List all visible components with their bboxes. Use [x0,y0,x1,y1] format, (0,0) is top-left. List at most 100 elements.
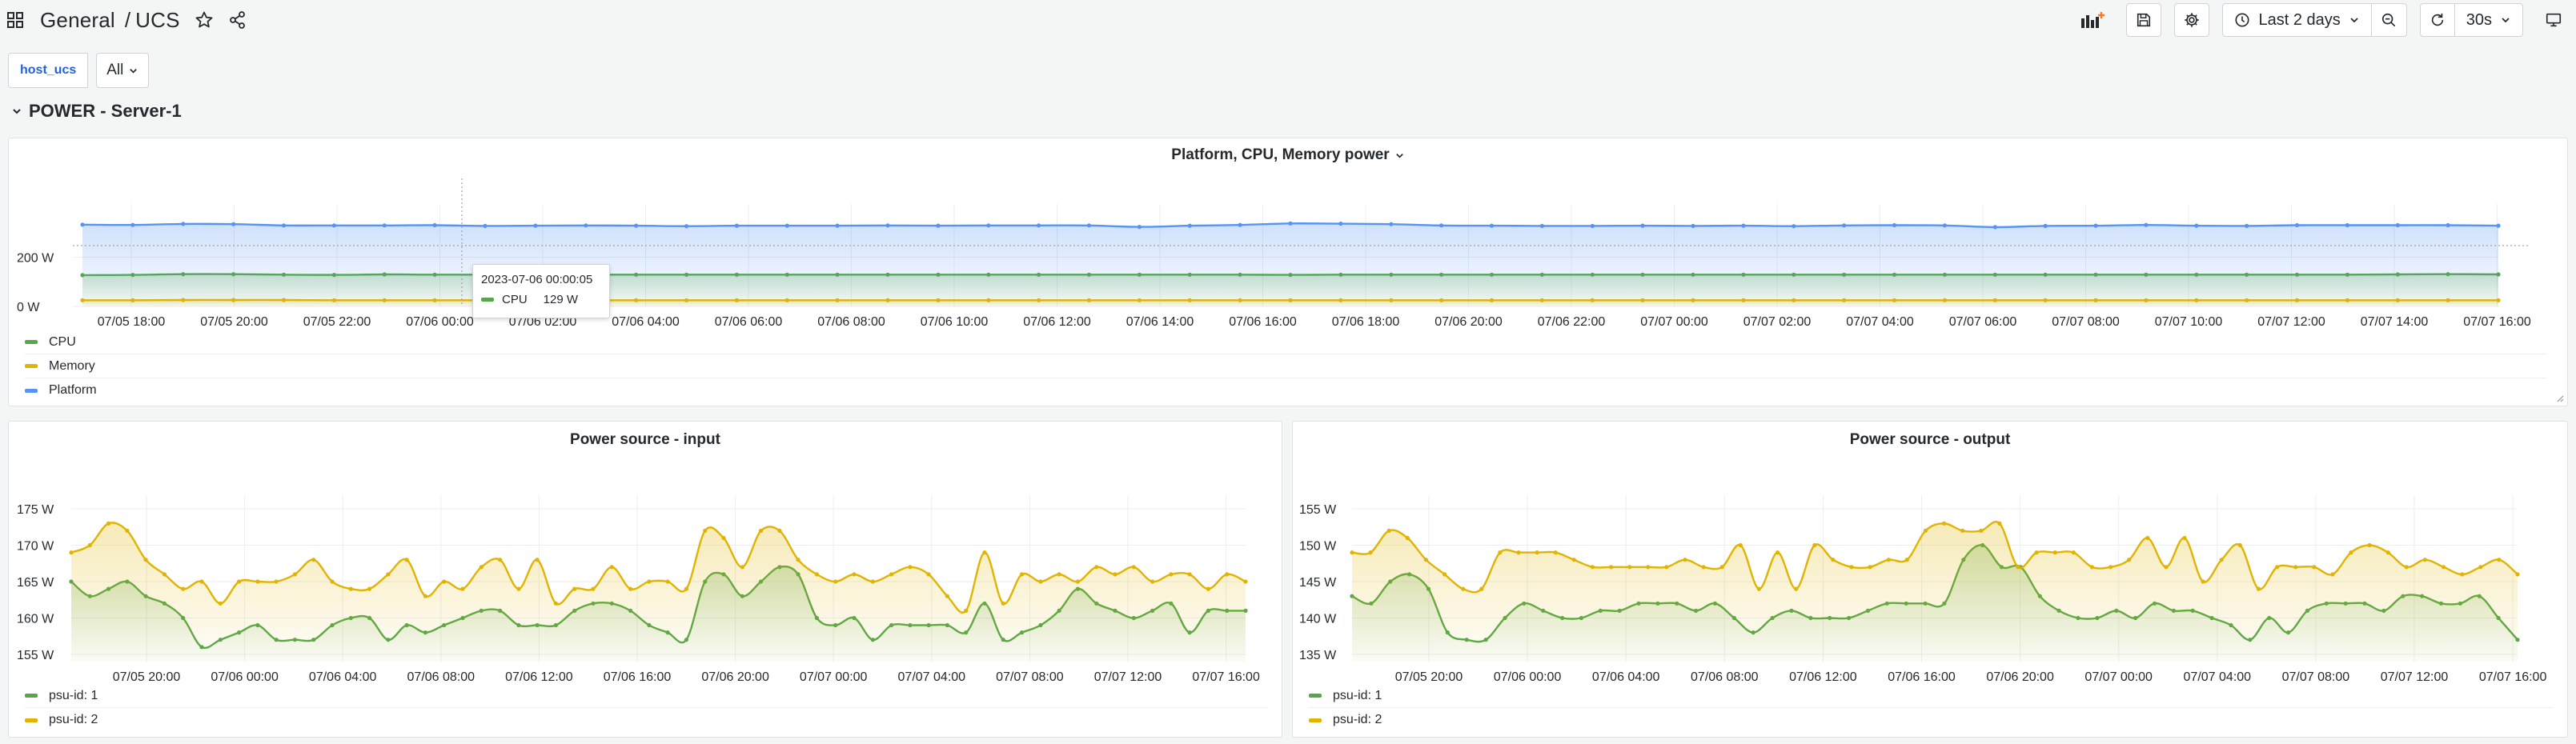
add-panel-icon [2081,12,2105,28]
x-tick-label: 07/06 06:00 [715,315,783,329]
dashboard-title[interactable]: UCS [135,7,180,32]
chart-platform-cpu-memory[interactable]: 200 W 0 W 07/05 18:00 07/05 20:00 07/05 22:0… [9,178,2569,370]
data-point [833,579,838,584]
dashboards-grid-icon[interactable] [6,11,24,29]
x-tick-label: 07/06 00:00 [211,670,279,684]
x-tick-label: 07/06 16:00 [604,670,672,684]
resize-handle-icon[interactable] [2556,394,2564,402]
data-point [1741,223,1746,228]
data-point [181,222,186,226]
data-point [1756,586,1761,591]
series-platform[interactable] [80,221,2501,306]
y-tick-label: 160 W [17,612,54,626]
series-psu-id-2[interactable] [69,521,1248,662]
data-point [483,223,488,228]
data-point [2089,565,2094,570]
legend-label: Memory [49,358,95,373]
x-tick-label: 07/06 10:00 [921,315,989,329]
x-tick-label: 07/07 12:00 [1094,670,1162,684]
x-tick-label: 07/07 08:00 [996,670,1064,684]
share-icon[interactable] [228,10,247,30]
x-tick-label: 07/07 12:00 [2381,670,2449,684]
data-point [2256,586,2261,591]
row-header[interactable]: POWER - Server-1 [11,101,182,122]
data-point [1960,528,1965,533]
panel-title[interactable]: Platform, CPU, Memory power [9,146,2567,164]
x-tick-label: 07/06 16:00 [1888,670,1956,684]
panel-title[interactable]: Power source - input [9,431,1282,449]
legend-item-psu1[interactable]: psu-id: 1 [1309,684,2553,708]
legend-item-memory[interactable]: Memory [25,354,2546,378]
legend-swatch [1309,694,1322,698]
x-tick-label: 07/06 02:00 [509,315,577,329]
y-tick-label: 170 W [17,540,54,554]
data-point [2182,535,2187,541]
data-point [2052,550,2057,555]
data-point [80,222,85,227]
series-psu-id-2[interactable] [1350,521,2520,662]
data-point [1719,565,1724,570]
legend-item-psu1[interactable]: psu-id: 1 [25,684,1267,708]
refresh-button[interactable] [2419,3,2455,37]
data-point [796,558,800,562]
data-point [1942,521,1947,526]
data-point [2245,223,2249,228]
data-point [889,572,894,577]
x-tick-label: 07/06 08:00 [817,315,885,329]
chart-power-source-input[interactable]: 175 W 170 W 165 W 160 W 155 W 07/05 20:00 07/0… [9,454,1283,702]
data-point [926,572,931,577]
add-panel-button[interactable] [2072,3,2113,37]
y-tick-label: 150 W [1299,540,1337,554]
variable-select-host[interactable]: All [96,53,150,88]
data-point [1169,572,1174,577]
save-dashboard-button[interactable] [2126,3,2162,37]
data-point [684,586,689,591]
data-point [852,572,857,577]
y-tick-label: 175 W [17,503,54,517]
refresh-interval-picker[interactable]: 30s [2454,3,2523,37]
breadcrumb: General / UCS [6,5,247,35]
data-point [382,223,387,228]
legend-item-psu2[interactable]: psu-id: 2 [1309,708,2553,732]
panel-power-source-input: Power source - input 175 W 170 W 165 W 160 … [8,421,1282,738]
legend-swatch [25,718,38,722]
data-point [2127,558,2132,562]
legend-item-psu2[interactable]: psu-id: 2 [25,708,1267,732]
legend-item-cpu[interactable]: CPU [25,330,2546,354]
dashboard-settings-button[interactable] [2174,3,2210,37]
folder-link[interactable]: General [40,7,115,32]
y-tick-label: 135 W [1299,649,1337,662]
chevron-down-icon [13,109,21,114]
tooltip-row: CPU 129 W [481,293,601,306]
panel-title[interactable]: Power source - output [1293,431,2567,449]
data-point [2395,222,2400,228]
x-tick-label: 07/06 00:00 [1494,670,1562,684]
legend-item-platform[interactable]: Platform [25,378,2546,402]
refresh-group: 30s [2419,3,2523,37]
refresh-icon [2431,13,2443,26]
data-point [1691,223,1695,228]
tv-mode-button[interactable] [2536,3,2571,37]
chart-power-source-output[interactable]: 155 W 150 W 145 W 140 W 135 W 07/05 20:00 07/0… [1293,454,2569,702]
legend-swatch [25,364,38,368]
data-point [1516,550,1521,555]
legend-label: psu-id: 1 [49,688,98,702]
x-tick-label: 07/05 20:00 [200,315,268,329]
data-point [2145,535,2150,541]
data-point [386,572,391,577]
data-point [1738,542,1743,548]
data-point [199,579,204,584]
data-point [1640,223,1645,228]
time-range-label: Last 2 days [2258,10,2341,29]
x-tick-label: 07/07 04:00 [1846,315,1914,329]
data-point [1831,558,1836,562]
data-point [106,521,111,526]
data-point [1038,579,1043,584]
time-range-picker[interactable]: Last 2 days [2222,3,2372,37]
zoom-out-button[interactable] [2371,3,2407,37]
data-point [2312,565,2317,570]
data-point [2478,565,2483,570]
data-point [231,222,236,226]
star-icon[interactable] [195,10,214,30]
legend-swatch [25,340,38,344]
